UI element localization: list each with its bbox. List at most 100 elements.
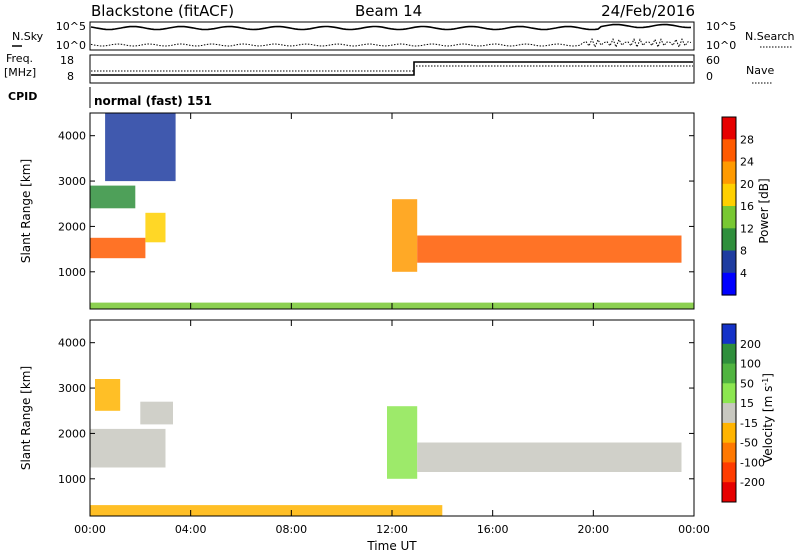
nave-series	[91, 65, 693, 72]
cpid-panel: CPID normal (fast) 151	[8, 87, 212, 108]
power-colorbar-swatch-0	[722, 117, 736, 140]
power-colorbar-swatch-6	[722, 250, 736, 274]
nsearch-tick-top: 10^5	[706, 20, 736, 33]
power-band-0	[90, 237, 146, 259]
velocity-colorbar-label-end: ]	[761, 373, 775, 378]
vel-band-0	[90, 428, 166, 468]
vel-xtick-label-5: 20:00	[577, 523, 609, 536]
vel-colorbar-tick-1: 100	[740, 358, 761, 371]
vel-ytick-label-2: 3000	[58, 382, 86, 395]
vel-band-2	[140, 401, 173, 425]
freq-label: Freq.	[6, 52, 33, 65]
vel-xtick-label-6: 00:00	[678, 523, 710, 536]
nave-label: Nave	[746, 64, 774, 77]
power-band-2	[90, 185, 136, 209]
cpid-label: CPID	[8, 90, 37, 103]
vel-xtick-label-1: 04:00	[175, 523, 207, 536]
power-colorbar-tick-1: 24	[740, 156, 754, 169]
power-panel: 1000 2000 3000 4000 Slant Range [km] 28 24 20…	[19, 112, 771, 310]
nave-tick-bottom: 0	[706, 70, 713, 83]
power-band-3	[105, 113, 176, 182]
vel-xtick-label-2: 08:00	[275, 523, 307, 536]
power-band-1	[145, 212, 166, 243]
vel-colorbar-tick-2: 50	[740, 377, 754, 390]
vel-colorbar-tick-5: -50	[740, 437, 758, 450]
power-colorbar-tick-5: 8	[740, 245, 747, 258]
power-colorbar-label: Power [dB]	[757, 178, 771, 243]
velocity-y-axis: 1000 2000 3000 4000	[58, 337, 694, 486]
velocity-heatmap-cells	[90, 379, 682, 516]
vel-xtick-label-4: 16:00	[477, 523, 509, 536]
vel-band-5	[90, 505, 443, 516]
vel-colorbar-tick-7: -200	[740, 476, 765, 489]
vel-colorbar-swatch-1	[722, 343, 736, 365]
vel-band-4	[417, 442, 682, 472]
power-x-axis	[89, 113, 695, 309]
vel-ytick-label-0: 1000	[58, 473, 86, 486]
power-y-axis-label: Slant Range [km]	[19, 159, 33, 263]
power-colorbar-tick-0: 28	[740, 133, 754, 146]
nave-tick-top: 60	[706, 54, 720, 67]
vel-colorbar-swatch-7	[722, 462, 736, 483]
power-band-4	[392, 199, 418, 272]
vel-colorbar-swatch-6	[722, 442, 736, 463]
vel-band-1	[95, 379, 121, 411]
power-colorbar-swatch-1	[722, 139, 736, 163]
power-ytick-label-0: 1000	[58, 266, 86, 279]
velocity-y-axis-label: Slant Range [km]	[19, 366, 33, 470]
station-title: Blackstone (fitACF)	[91, 2, 234, 20]
vel-ytick-label-1: 2000	[58, 427, 86, 440]
power-colorbar-swatch-2	[722, 161, 736, 185]
vel-colorbar-swatch-5	[722, 422, 736, 444]
power-colorbar-tick-2: 20	[740, 178, 754, 191]
power-colorbar-swatch-7	[722, 272, 736, 296]
vel-colorbar-swatch-3	[722, 383, 736, 404]
velocity-colorbar-label-exp: -1	[761, 378, 770, 386]
freq-tick-bottom: 8	[67, 70, 74, 83]
vel-colorbar-tick-4: -15	[740, 417, 758, 430]
date-title: 24/Feb/2016	[601, 2, 695, 20]
vel-colorbar-swatch-4	[722, 403, 736, 424]
power-y-axis: 1000 2000 3000 4000	[58, 130, 694, 279]
vel-ytick-label-3: 4000	[58, 337, 86, 350]
velocity-x-axis: 00:00 04:00 08:00 12:00 16:00 20:00 00:00	[74, 320, 710, 536]
power-colorbar-tick-3: 16	[740, 200, 754, 213]
cpid-value: normal (fast) 151	[94, 94, 212, 108]
velocity-colorbar: 200 100 50 15 -15 -50 -100 -200	[721, 323, 765, 503]
vel-colorbar-swatch-2	[722, 363, 736, 384]
nsearch-tick-bottom: 10^0	[706, 39, 736, 52]
x-axis-label: Time UT	[366, 539, 417, 553]
vel-colorbar-swatch-0	[722, 324, 736, 345]
power-ytick-label-1: 2000	[58, 220, 86, 233]
vel-colorbar-swatch-8	[722, 482, 736, 503]
vel-colorbar-tick-3: 15	[740, 397, 754, 410]
power-colorbar-tick-6: 4	[740, 267, 747, 280]
nsky-panel: N.Sky 10^5 10^0 10^5 10^0 N.Search	[12, 20, 795, 52]
power-band-5	[417, 235, 682, 263]
vel-colorbar-frame	[721, 323, 737, 503]
power-colorbar-tick-4: 12	[740, 222, 754, 235]
vel-xtick-label-3: 12:00	[376, 523, 408, 536]
power-colorbar-swatch-3	[722, 183, 736, 207]
power-ytick-label-3: 4000	[58, 130, 86, 143]
nsky-tick-bottom: 10^0	[56, 39, 86, 52]
nsky-series	[90, 23, 692, 31]
vel-xtick-label-0: 00:00	[74, 523, 106, 536]
power-ytick-label-2: 3000	[58, 175, 86, 188]
nsky-panel-frame	[89, 21, 695, 51]
freq-unit-label: [MHz]	[4, 66, 36, 79]
freq-tick-top: 18	[60, 54, 74, 67]
nsky-tick-top: 10^5	[56, 20, 86, 33]
power-colorbar-swatch-4	[722, 206, 736, 229]
velocity-colorbar-label-main: Velocity [m s	[761, 386, 775, 463]
power-heatmap-cells	[90, 113, 694, 309]
nsearch-series	[90, 37, 692, 49]
velocity-colorbar-label: Velocity [m s-1]	[761, 373, 775, 463]
power-colorbar-frame	[721, 116, 737, 296]
power-colorbar-swatch-5	[722, 228, 736, 252]
vel-colorbar-tick-0: 200	[740, 338, 761, 351]
freq-panel: Freq. [MHz] 18 8 60 0 Nave	[4, 52, 774, 84]
beam-title: Beam 14	[355, 2, 422, 20]
